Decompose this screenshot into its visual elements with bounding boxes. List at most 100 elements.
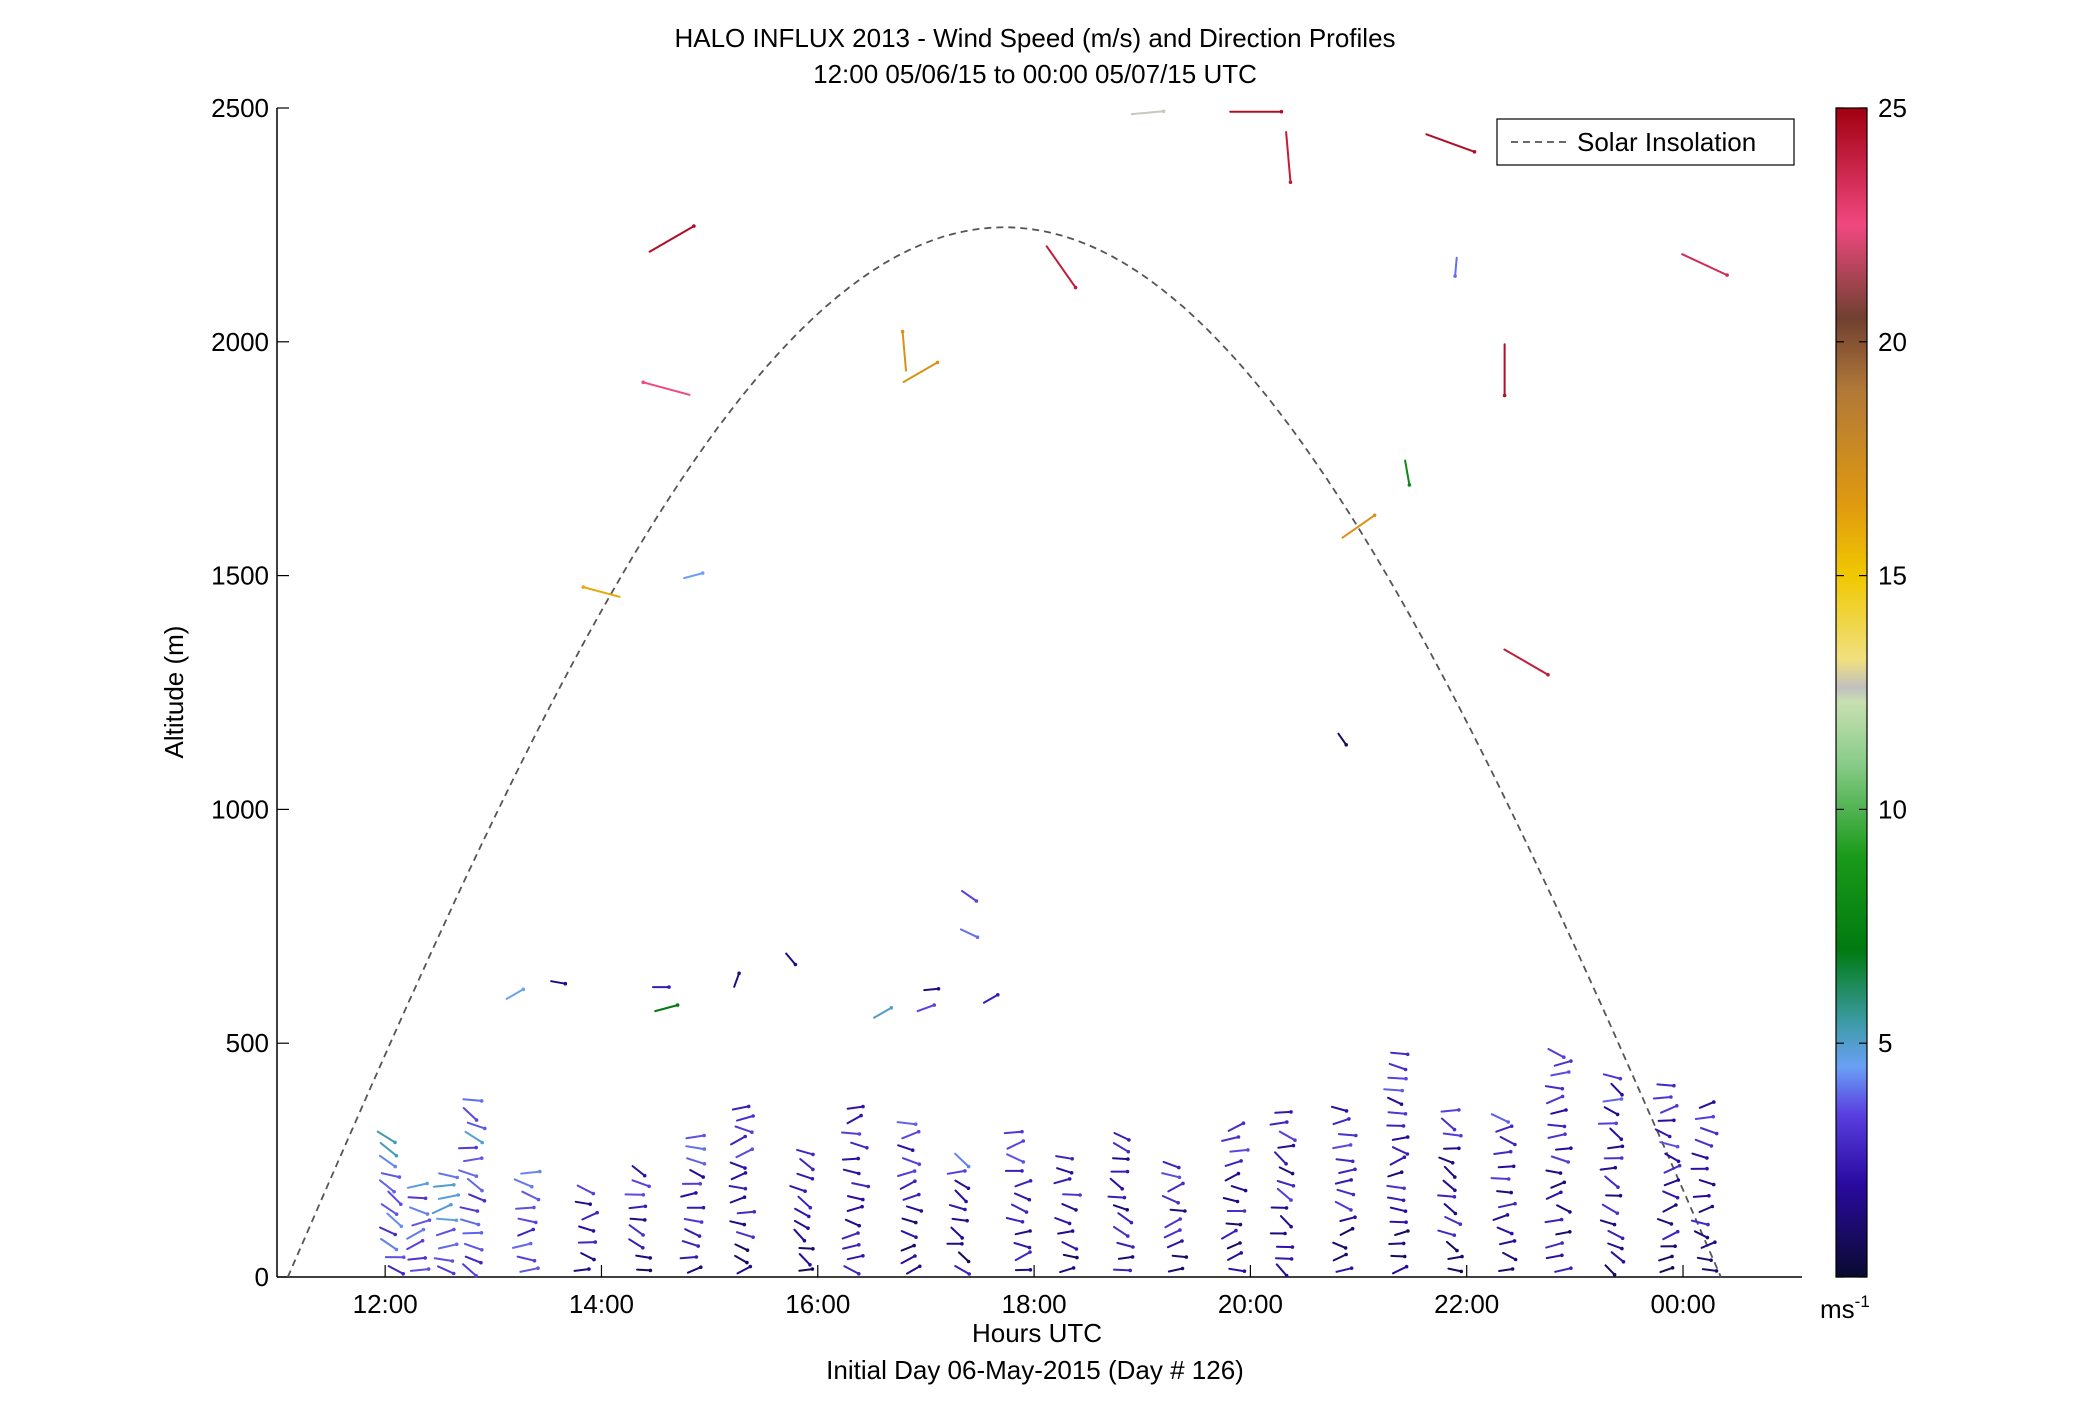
wind-barb-tip bbox=[1568, 1210, 1572, 1214]
wind-barb-tip bbox=[935, 360, 940, 365]
wind-barb bbox=[1658, 1255, 1673, 1262]
wind-barb-tip bbox=[1560, 1094, 1565, 1099]
wind-barb bbox=[581, 1211, 599, 1221]
wind-barb bbox=[1602, 1098, 1623, 1103]
wind-barb-tip bbox=[449, 1202, 453, 1207]
wind-barb-tip bbox=[960, 1236, 964, 1240]
wind-barb-tip bbox=[1455, 1248, 1459, 1253]
wind-barb bbox=[1339, 1227, 1354, 1236]
wind-barb bbox=[1006, 1153, 1025, 1163]
wind-barb-tip bbox=[1402, 1254, 1407, 1259]
x-tick-label: 00:00 bbox=[1650, 1289, 1715, 1319]
wind-barb-tip bbox=[745, 1248, 750, 1252]
wind-barb bbox=[574, 1200, 592, 1206]
wind-barb bbox=[1003, 1130, 1023, 1135]
y-tick-label: 0 bbox=[255, 1262, 269, 1292]
wind-barb bbox=[1554, 1267, 1572, 1273]
wind-barb-tip bbox=[528, 1241, 533, 1246]
wind-barb-tip bbox=[697, 1234, 702, 1238]
wind-barb bbox=[1447, 1267, 1463, 1273]
wind-barb bbox=[1383, 1088, 1404, 1092]
wind-barb bbox=[1062, 1193, 1082, 1196]
wind-barb-tip bbox=[1289, 1198, 1293, 1202]
wind-barb bbox=[1164, 1218, 1182, 1229]
wind-barb-tip bbox=[963, 1207, 967, 1212]
wind-barb-tip bbox=[1513, 1201, 1517, 1206]
wind-barb-tip bbox=[475, 1209, 480, 1213]
wind-barb bbox=[464, 1130, 484, 1144]
wind-barb bbox=[380, 1203, 398, 1216]
wind-barb bbox=[959, 928, 979, 939]
wind-barb-tip bbox=[1505, 1213, 1510, 1217]
wind-barb-tip bbox=[1404, 1264, 1409, 1269]
wind-barb-tip bbox=[1074, 1208, 1078, 1212]
wind-barb-tip bbox=[745, 1260, 749, 1265]
wind-barb bbox=[948, 1204, 966, 1211]
wind-barb bbox=[1700, 1241, 1716, 1249]
wind-barb-tip bbox=[918, 1264, 922, 1269]
wind-barb-tip bbox=[530, 1184, 534, 1189]
wind-barb-tip bbox=[641, 1246, 645, 1250]
wind-barb-tip bbox=[425, 1212, 430, 1216]
wind-barb bbox=[923, 987, 940, 992]
x-tick-label: 22:00 bbox=[1434, 1289, 1499, 1319]
wind-barb bbox=[686, 1266, 702, 1274]
wind-barb bbox=[1599, 1219, 1616, 1226]
wind-barb-tip bbox=[692, 224, 696, 228]
wind-barb bbox=[462, 1107, 478, 1122]
wind-barb-tip bbox=[1706, 1222, 1710, 1227]
wind-barb-tip bbox=[751, 1114, 755, 1118]
wind-barb bbox=[1443, 1165, 1456, 1179]
wind-barb bbox=[1700, 1127, 1718, 1135]
wind-barb-tip bbox=[1453, 274, 1457, 278]
wind-barb-tip bbox=[866, 1184, 871, 1189]
wind-barb-tip bbox=[1670, 1254, 1674, 1259]
wind-barb bbox=[1497, 1165, 1515, 1169]
wind-barb-tip bbox=[480, 1140, 485, 1145]
wind-barb bbox=[1550, 1071, 1570, 1077]
wind-barb bbox=[1442, 1179, 1456, 1192]
wind-barb-tip bbox=[1509, 1190, 1513, 1195]
low-level-wind-barbs bbox=[376, 1048, 1719, 1278]
wind-barb-tip bbox=[595, 1210, 599, 1215]
wind-barb-tip bbox=[742, 1222, 747, 1227]
wind-barb-tip bbox=[1510, 1267, 1515, 1271]
wind-barb bbox=[376, 1130, 396, 1144]
wind-barb bbox=[436, 1217, 458, 1222]
wind-barb-tip bbox=[1406, 1229, 1410, 1233]
wind-barb-tip bbox=[1509, 1124, 1514, 1128]
wind-barb-tip bbox=[426, 1267, 431, 1271]
colorbar-tick-label: 20 bbox=[1878, 327, 1907, 357]
wind-barb bbox=[1057, 1230, 1074, 1235]
wind-barb bbox=[628, 1224, 645, 1236]
wind-barb-tip bbox=[536, 1266, 540, 1270]
wind-barb bbox=[1550, 1155, 1570, 1163]
wind-barb bbox=[946, 1169, 966, 1175]
wind-barb bbox=[1336, 1188, 1355, 1196]
wind-barb bbox=[1454, 256, 1458, 278]
wind-barb bbox=[957, 1251, 970, 1263]
wind-barb-tip bbox=[482, 1199, 487, 1203]
wind-barb bbox=[1691, 1152, 1708, 1159]
wind-barb-tip bbox=[394, 1153, 399, 1158]
wind-barb-tip bbox=[641, 380, 645, 385]
wind-barb bbox=[1694, 1115, 1715, 1120]
wind-barb bbox=[411, 1219, 431, 1227]
wind-barb-tip bbox=[1404, 1076, 1408, 1081]
plot-area: 12:00 14:00 16:00 18:00 20:00 22:00 00:00 0 500… bbox=[211, 93, 1802, 1319]
wind-barb-tip bbox=[1126, 1157, 1130, 1161]
wind-barb bbox=[1045, 245, 1077, 289]
wind-barb-tip bbox=[427, 1218, 432, 1222]
wind-barb bbox=[578, 1225, 595, 1232]
wind-barb bbox=[513, 1178, 533, 1188]
wind-barb bbox=[1544, 1218, 1563, 1224]
wind-barb-tip bbox=[479, 1099, 484, 1103]
wind-barb bbox=[841, 1131, 861, 1135]
wind-barb bbox=[785, 952, 797, 966]
wind-barb bbox=[1276, 1187, 1292, 1202]
wind-barb bbox=[1698, 1179, 1715, 1186]
wind-barb bbox=[954, 1152, 970, 1168]
wind-barb bbox=[550, 980, 567, 985]
wind-barb-tip bbox=[1128, 1268, 1132, 1273]
wind-barb-tip bbox=[451, 1271, 456, 1276]
